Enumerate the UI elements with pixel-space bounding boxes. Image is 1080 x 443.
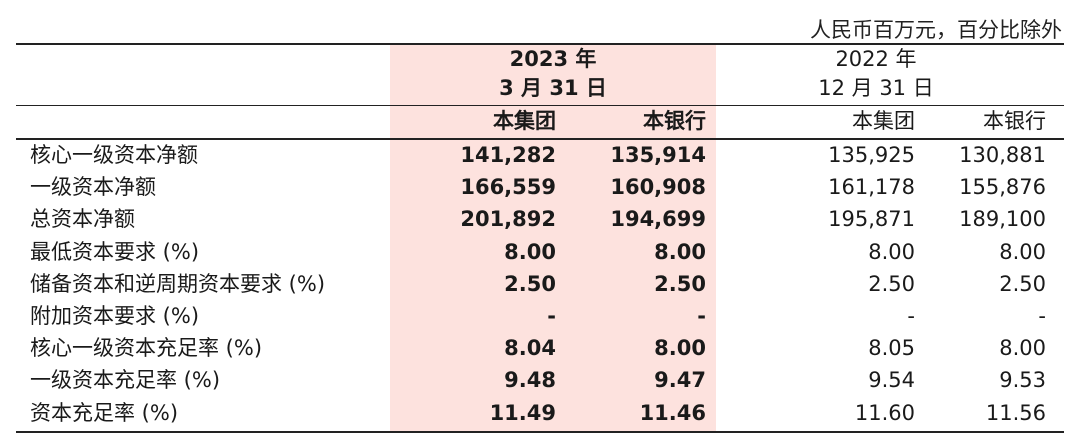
cell-bank-2023: 8.00	[654, 240, 706, 264]
row-label: 附加资本要求 (%)	[30, 304, 200, 328]
row-label: 总资本净额	[30, 207, 135, 231]
cell-group-2022: 195,871	[828, 207, 915, 231]
cell-group-2023: 201,892	[460, 207, 556, 231]
row-label: 储备资本和逆周期资本要求 (%)	[30, 272, 326, 296]
cell-group-2022: 135,925	[828, 143, 915, 167]
cell-bank-2022: 155,876	[959, 175, 1046, 199]
period-2023-year: 2023 年	[509, 47, 597, 71]
cell-group-2022: 9.54	[868, 368, 915, 392]
table-top-rule	[16, 43, 1064, 45]
cell-bank-2022: 8.00	[999, 336, 1046, 360]
subheader-rule	[16, 138, 1064, 140]
cell-bank-2023: 160,908	[610, 175, 706, 199]
cell-group-2023: 8.00	[504, 240, 556, 264]
unit-note: 人民币百万元，百分比除外	[810, 18, 1062, 42]
col-header-group-2023: 本集团	[493, 109, 556, 133]
cell-bank-2022: 2.50	[999, 272, 1046, 296]
row-label: 一级资本净额	[30, 175, 156, 199]
row-label: 核心一级资本净额	[30, 143, 198, 167]
cell-group-2023: 166,559	[460, 175, 556, 199]
cell-bank-2023: 2.50	[654, 272, 706, 296]
cell-group-2022: 2.50	[868, 272, 915, 296]
highlight-column-2023	[390, 45, 716, 431]
cell-group-2022: 161,178	[828, 175, 915, 199]
cell-group-2023: 9.48	[504, 368, 556, 392]
cell-bank-2023: 194,699	[610, 207, 706, 231]
period-2022-date: 12 月 31 日	[818, 76, 934, 100]
row-label: 资本充足率 (%)	[30, 401, 179, 425]
cell-bank-2023: 11.46	[639, 401, 706, 425]
table-bottom-rule	[16, 431, 1064, 433]
cell-bank-2023: 8.00	[654, 336, 706, 360]
cell-group-2022: 11.60	[854, 401, 915, 425]
cell-bank-2022: 130,881	[959, 143, 1046, 167]
cell-group-2023: 141,282	[460, 143, 556, 167]
cell-group-2023: -	[547, 304, 556, 328]
row-label: 一级资本充足率 (%)	[30, 368, 221, 392]
period-2023-date: 3 月 31 日	[499, 76, 607, 100]
cell-group-2023: 11.49	[489, 401, 556, 425]
header-rule-right	[390, 105, 1064, 106]
row-label: 核心一级资本充足率 (%)	[30, 336, 263, 360]
cell-group-2023: 2.50	[504, 272, 556, 296]
cell-group-2023: 8.04	[504, 336, 556, 360]
cell-group-2022: -	[907, 304, 915, 328]
cell-group-2022: 8.00	[868, 240, 915, 264]
cell-bank-2023: 135,914	[610, 143, 706, 167]
col-header-bank-2023: 本银行	[643, 109, 706, 133]
col-header-bank-2022: 本银行	[983, 109, 1046, 133]
cell-bank-2022: 9.53	[999, 368, 1046, 392]
cell-group-2022: 8.05	[868, 336, 915, 360]
cell-bank-2023: -	[697, 304, 706, 328]
period-2022-year: 2022 年	[835, 47, 917, 71]
cell-bank-2022: 11.56	[985, 401, 1046, 425]
cell-bank-2022: 8.00	[999, 240, 1046, 264]
cell-bank-2023: 9.47	[654, 368, 706, 392]
row-label: 最低资本要求 (%)	[30, 240, 200, 264]
cell-bank-2022: -	[1038, 304, 1046, 328]
header-rule-left	[16, 105, 390, 106]
col-header-group-2022: 本集团	[852, 109, 915, 133]
cell-bank-2022: 189,100	[959, 207, 1046, 231]
